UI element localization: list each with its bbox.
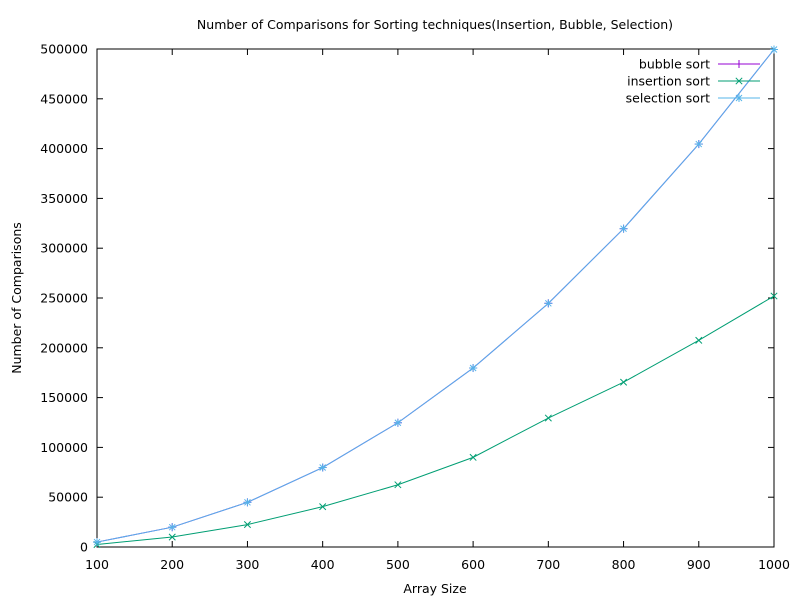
y-tick-label: 150000	[40, 390, 88, 405]
x-tick-label: 900	[687, 557, 711, 572]
legend-label: bubble sort	[639, 57, 710, 72]
x-tick-label: 500	[386, 557, 410, 572]
x-tick: 400	[311, 49, 335, 572]
legend-entry: insertion sort	[627, 74, 760, 89]
x-tick: 500	[386, 49, 410, 572]
x-tick-label: 700	[536, 557, 560, 572]
y-tick-label: 400000	[40, 141, 88, 156]
data-point	[619, 224, 628, 233]
data-point	[168, 523, 177, 532]
x-tick: 800	[612, 49, 636, 572]
x-tick-label: 300	[236, 557, 260, 572]
y-tick: 250000	[40, 291, 774, 306]
data-point	[735, 60, 743, 68]
y-tick: 100000	[40, 440, 774, 455]
legend-entry: selection sort	[626, 91, 760, 106]
data-point	[694, 140, 703, 149]
series-line	[96, 49, 775, 543]
data-point	[243, 521, 251, 529]
x-axis-ticks: 100 200 300 400 500 600 700 800 900 1000	[85, 49, 790, 572]
legend-label: insertion sort	[627, 74, 710, 89]
y-tick: 350000	[40, 191, 774, 206]
data-point	[620, 378, 628, 386]
data-point	[319, 503, 327, 511]
data-point	[735, 94, 743, 102]
data-point	[544, 299, 553, 308]
y-tick-label: 0	[80, 540, 88, 555]
y-tick-label: 250000	[40, 291, 88, 306]
data-point	[695, 336, 703, 344]
data-point	[393, 418, 402, 427]
legend-entry: bubble sort	[639, 57, 760, 72]
legend-label: selection sort	[626, 91, 710, 106]
series-line	[96, 295, 775, 546]
y-tick-label: 500000	[40, 42, 88, 57]
data-point	[318, 463, 327, 472]
y-tick-label: 100000	[40, 440, 88, 455]
x-tick-label: 1000	[758, 557, 790, 572]
data-point	[770, 45, 778, 54]
y-tick-label: 450000	[40, 91, 88, 106]
x-tick: 200	[160, 49, 184, 572]
series-line	[96, 49, 775, 543]
y-tick-label: 200000	[40, 340, 88, 355]
data-point	[168, 533, 176, 541]
x-axis-label: Array Size	[403, 581, 467, 596]
y-tick: 50000	[48, 490, 774, 505]
legend: bubble sort insertion sort selection sort	[626, 57, 760, 106]
data-point	[735, 77, 743, 85]
y-tick: 300000	[40, 241, 774, 256]
y-tick: 200000	[40, 340, 774, 355]
y-axis-ticks: 0 50000 100000 150000 200000 250000 300000 3500…	[40, 42, 774, 555]
chart-title: Number of Comparisons for Sorting techni…	[197, 17, 673, 32]
x-tick: 600	[461, 49, 485, 572]
x-tick-label: 400	[311, 557, 335, 572]
data-point	[770, 292, 778, 300]
y-tick-label: 300000	[40, 241, 88, 256]
y-tick-label: 350000	[40, 191, 88, 206]
data-point	[394, 481, 402, 489]
data-point	[469, 364, 478, 373]
y-tick: 400000	[40, 141, 774, 156]
x-tick: 900	[687, 49, 711, 572]
data-point	[544, 414, 552, 422]
series-selection-sort	[93, 45, 778, 547]
series-layer	[93, 45, 778, 549]
data-point	[469, 453, 477, 461]
y-tick: 150000	[40, 390, 774, 405]
x-tick: 700	[536, 49, 560, 572]
series-insertion-sort	[93, 292, 778, 549]
x-tick-label: 200	[160, 557, 184, 572]
y-tick-label: 50000	[48, 490, 88, 505]
y-tick: 450000	[40, 91, 774, 106]
x-tick-label: 800	[612, 557, 636, 572]
y-axis-label: Number of Comparisons	[9, 222, 24, 374]
plot-area-border	[96, 48, 775, 548]
x-tick: 300	[236, 49, 260, 572]
x-tick-label: 600	[461, 557, 485, 572]
x-tick-label: 100	[85, 557, 109, 572]
data-point	[243, 498, 252, 507]
data-point	[93, 538, 101, 547]
